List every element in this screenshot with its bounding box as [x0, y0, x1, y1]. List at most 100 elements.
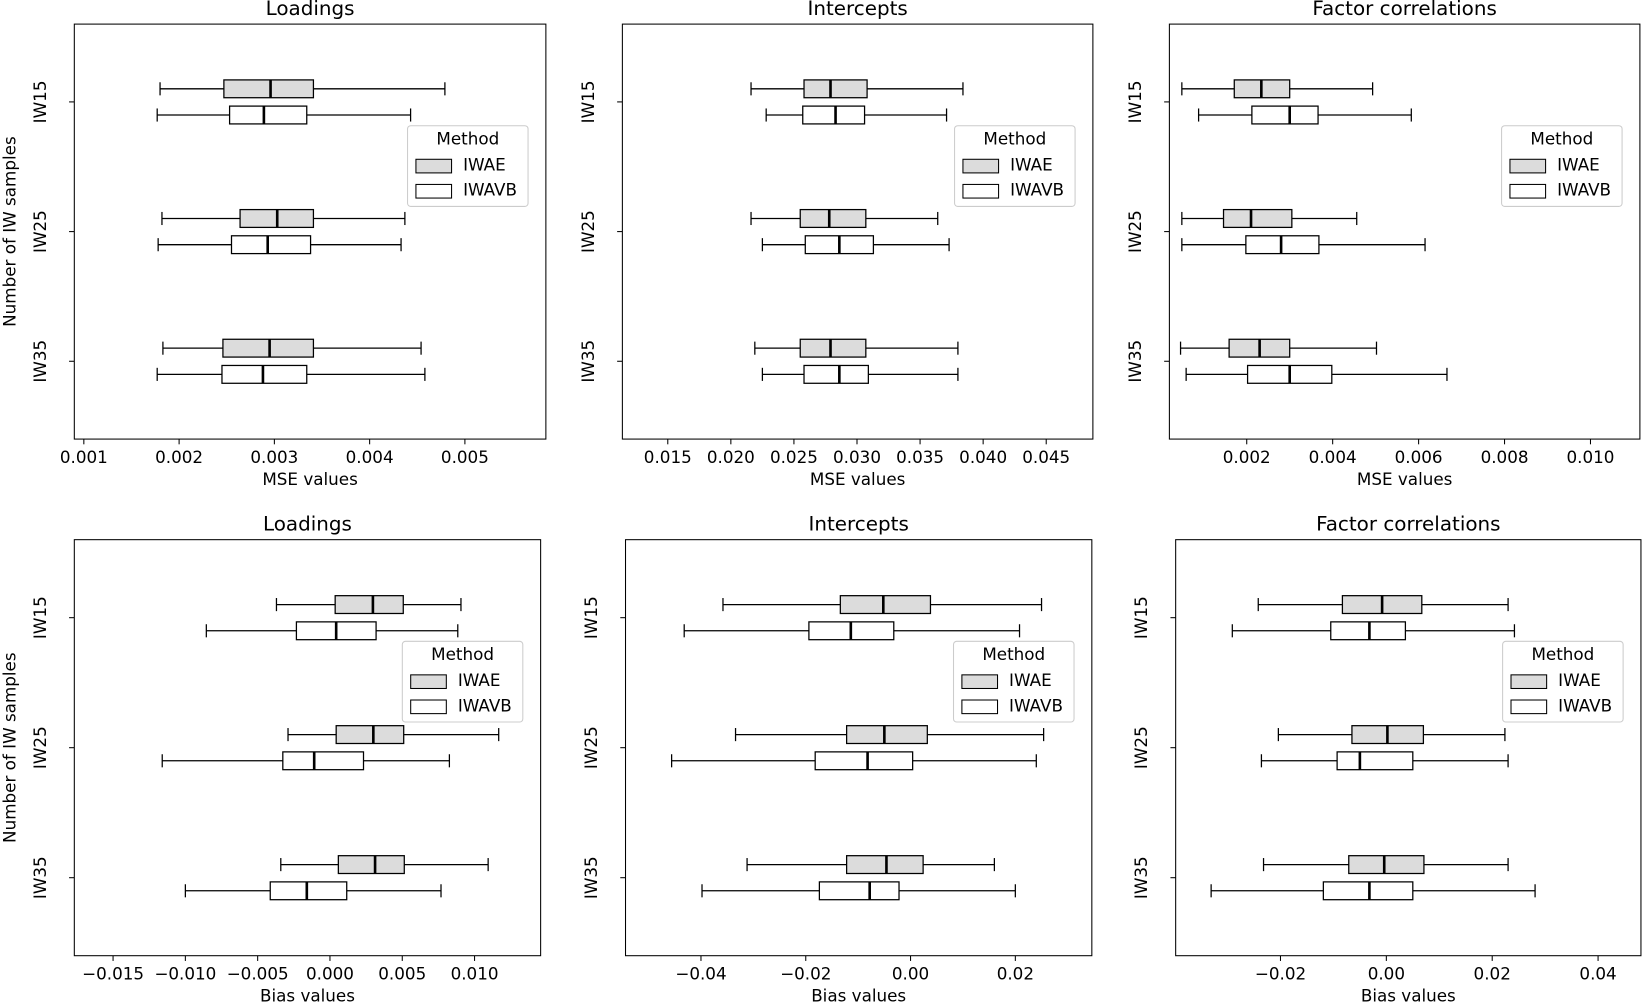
box-body [799, 338, 867, 358]
y-axis-label: Number of IW samples [0, 652, 19, 843]
x-tick-label: 0.00 [892, 964, 929, 984]
box-body [230, 235, 312, 255]
legend-label: IWAVB [463, 180, 517, 200]
box [750, 79, 964, 99]
box [1210, 881, 1536, 901]
legend-title: Method [983, 128, 1046, 148]
legend: Method IWAE IWAVB [401, 640, 524, 723]
y-tick-label: IW15 [581, 596, 601, 639]
box [761, 235, 950, 255]
box [1277, 725, 1506, 745]
box-body [1336, 751, 1414, 771]
plot-frame [73, 539, 542, 957]
y-tick-label: IW15 [1125, 80, 1145, 123]
box-body [1330, 621, 1407, 641]
x-tick-label: 0.025 [770, 447, 818, 467]
y-tick-label: IW15 [1131, 596, 1151, 639]
x-tick-label: 0.045 [1022, 447, 1070, 467]
legend-swatch [410, 674, 447, 690]
x-tick-label: −0.010 [154, 964, 216, 984]
x-tick-label: −0.015 [82, 964, 144, 984]
x-tick-label: 0.04 [1579, 964, 1616, 984]
box [275, 595, 462, 615]
chart-title: Intercepts [809, 513, 909, 536]
x-tick-label: 0.002 [1223, 447, 1271, 467]
x-tick-label: 0.005 [378, 964, 426, 984]
x-tick-label: 0.02 [1474, 964, 1511, 984]
y-tick-label: IW15 [578, 80, 598, 123]
chart-title: Factor correlations [1312, 0, 1496, 20]
box-body [839, 595, 932, 615]
x-tick-label: −0.02 [780, 964, 831, 984]
chart-title: Loadings [263, 513, 352, 536]
box-body [803, 79, 868, 99]
legend-label: IWAVB [1010, 180, 1064, 200]
box [1260, 751, 1509, 771]
box-body [334, 595, 404, 615]
legend-swatch [962, 158, 1000, 174]
box [1257, 595, 1509, 615]
legend-label: IWAVB [1009, 695, 1063, 715]
box [1181, 208, 1358, 229]
box [670, 751, 1037, 771]
box-body [1322, 881, 1414, 901]
box-body [845, 855, 924, 875]
legend-swatch [961, 699, 999, 715]
chart-title: Loadings [266, 0, 355, 20]
y-tick-label: IW25 [581, 726, 601, 769]
box [161, 208, 406, 229]
legend: Method IWAE IWAVB [1501, 125, 1623, 207]
box-body [818, 881, 900, 901]
x-tick-label: 0.010 [1567, 447, 1615, 467]
box [156, 364, 426, 384]
plot-frame [73, 23, 547, 440]
y-tick-label: IW35 [581, 856, 601, 899]
box [157, 235, 402, 255]
box-body [802, 105, 866, 125]
box-body [814, 751, 914, 771]
box [287, 725, 500, 745]
y-axis-label: Number of IW samples [0, 136, 19, 327]
legend-title: Method [1530, 128, 1593, 148]
box-body [1251, 105, 1319, 125]
x-tick-label: −0.005 [227, 964, 289, 984]
box [1185, 364, 1448, 384]
x-axis-label: Bias values [1361, 986, 1456, 1006]
y-tick-label: IW35 [30, 340, 50, 383]
y-tick-label: IW25 [578, 210, 598, 253]
x-axis-label: MSE values [1357, 469, 1452, 489]
legend-title: Method [436, 128, 499, 148]
y-tick-label: IW25 [1131, 726, 1151, 769]
legend-title: Method [1531, 644, 1594, 664]
legend-swatch [415, 158, 453, 174]
legend-title: Method [982, 644, 1045, 664]
legend-title: Method [431, 644, 494, 664]
x-tick-label: 0.005 [441, 447, 489, 467]
x-axis-label: MSE values [810, 469, 905, 489]
legend: Method IWAE IWAVB [954, 125, 1076, 207]
x-tick-label: −0.02 [1255, 964, 1306, 984]
x-tick-label: −0.04 [675, 964, 726, 984]
x-tick-label: 0.010 [451, 964, 499, 984]
x-tick-label: 0.00 [1368, 964, 1405, 984]
box [683, 621, 1021, 641]
box [1262, 855, 1509, 875]
box [750, 208, 939, 229]
plot-frame [1175, 539, 1642, 957]
y-tick-label: IW15 [30, 596, 50, 639]
x-tick-label: 0.004 [346, 447, 394, 467]
y-tick-label: IW25 [30, 726, 50, 769]
box [754, 338, 959, 358]
legend-label: IWAVB [458, 695, 512, 715]
legend-label: IWAE [1557, 155, 1600, 175]
box [722, 595, 1043, 615]
y-tick-label: IW25 [1125, 210, 1145, 253]
legend-swatch [410, 699, 447, 715]
box [746, 855, 996, 875]
plot-frame [621, 23, 1094, 440]
y-tick-label: IW35 [1125, 340, 1145, 383]
x-axis-label: Bias values [811, 986, 906, 1006]
legend-label: IWAE [458, 670, 501, 690]
box [765, 105, 948, 125]
